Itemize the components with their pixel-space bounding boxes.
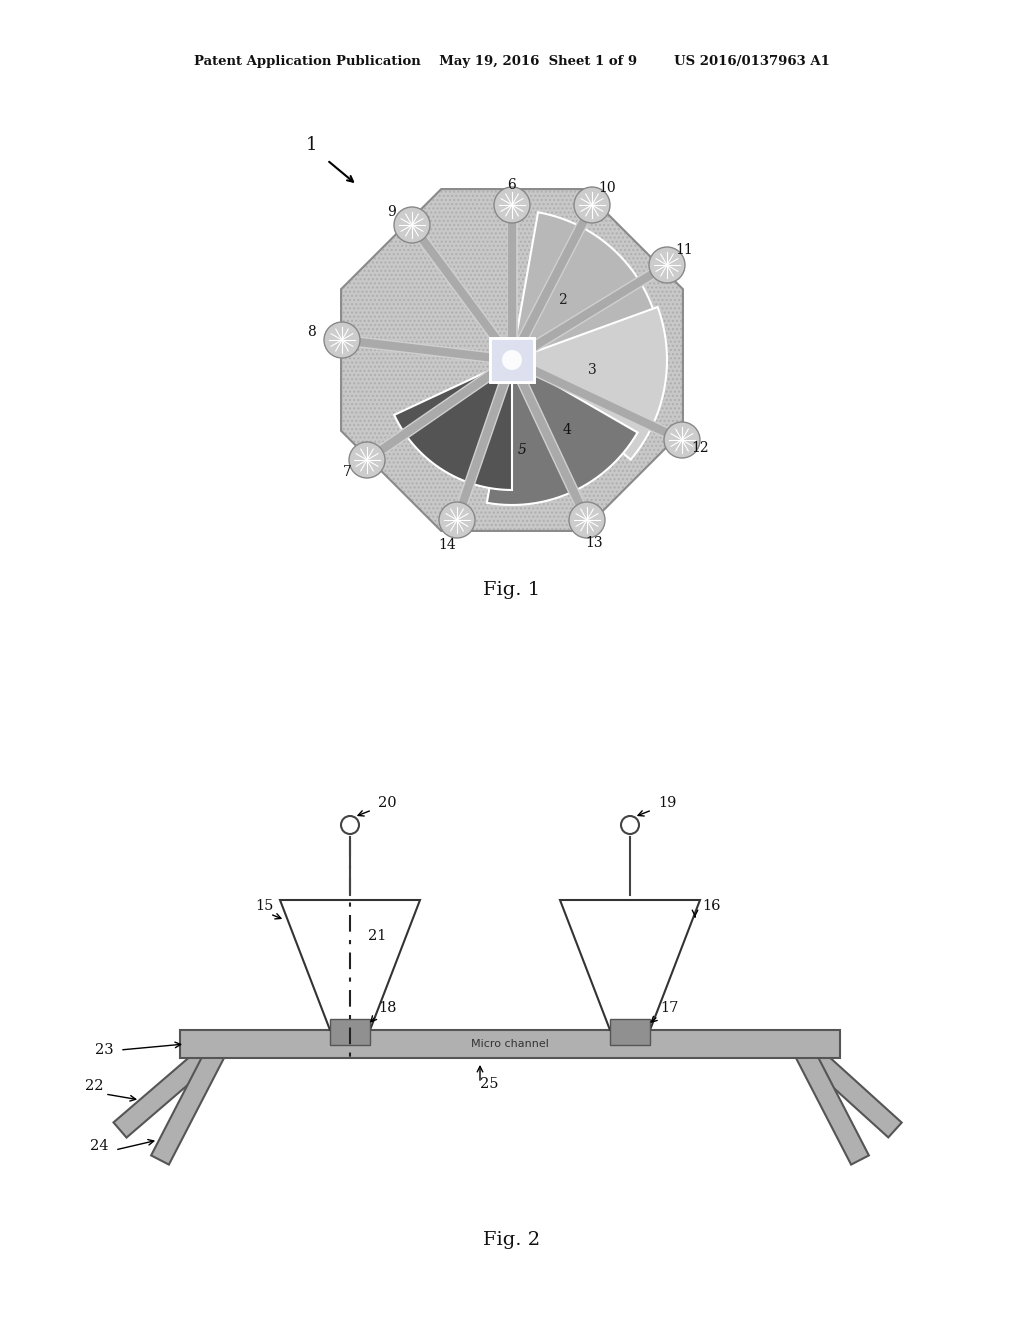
Text: 19: 19 <box>658 796 677 810</box>
Text: 1: 1 <box>306 136 317 154</box>
Text: 5: 5 <box>517 444 526 457</box>
Text: 9: 9 <box>388 205 396 219</box>
Circle shape <box>394 207 430 243</box>
Text: 8: 8 <box>307 325 316 339</box>
Circle shape <box>324 322 360 358</box>
Text: 21: 21 <box>368 929 386 942</box>
Text: 18: 18 <box>378 1001 396 1015</box>
Circle shape <box>502 350 522 370</box>
Circle shape <box>649 247 685 282</box>
Polygon shape <box>341 189 683 531</box>
Polygon shape <box>560 900 700 1030</box>
Circle shape <box>574 187 610 223</box>
Circle shape <box>439 502 475 539</box>
Polygon shape <box>792 1039 869 1164</box>
Text: 23: 23 <box>95 1043 114 1057</box>
Text: Patent Application Publication    May 19, 2016  Sheet 1 of 9        US 2016/0137: Patent Application Publication May 19, 2… <box>195 55 829 69</box>
Text: Fig. 2: Fig. 2 <box>483 1232 541 1249</box>
Text: Micro channel: Micro channel <box>471 1039 549 1049</box>
Bar <box>330 1019 370 1045</box>
Circle shape <box>494 187 530 223</box>
Text: 15: 15 <box>255 899 273 913</box>
Bar <box>490 338 534 381</box>
Text: Fig. 1: Fig. 1 <box>483 581 541 599</box>
Polygon shape <box>528 308 667 459</box>
Polygon shape <box>486 371 638 506</box>
Bar <box>610 1019 650 1045</box>
Text: 16: 16 <box>702 899 721 913</box>
Text: 22: 22 <box>85 1078 103 1093</box>
Circle shape <box>664 422 700 458</box>
Text: 3: 3 <box>588 363 596 378</box>
Polygon shape <box>516 213 659 356</box>
Bar <box>180 1030 840 1059</box>
Circle shape <box>341 816 359 834</box>
Bar <box>490 338 534 381</box>
Circle shape <box>569 502 605 539</box>
Circle shape <box>349 442 385 478</box>
Text: 14: 14 <box>438 539 456 552</box>
Text: 25: 25 <box>480 1077 499 1092</box>
Text: 10: 10 <box>598 181 615 195</box>
Text: 4: 4 <box>562 422 571 437</box>
Circle shape <box>621 816 639 834</box>
Text: 11: 11 <box>675 243 693 257</box>
Text: 13: 13 <box>585 536 603 550</box>
Text: 24: 24 <box>90 1139 109 1152</box>
Polygon shape <box>114 1036 226 1138</box>
Polygon shape <box>794 1036 902 1138</box>
Polygon shape <box>394 370 512 490</box>
Text: 7: 7 <box>343 465 351 479</box>
Polygon shape <box>280 900 420 1030</box>
Text: 17: 17 <box>660 1001 678 1015</box>
Text: 2: 2 <box>558 293 566 308</box>
Text: 20: 20 <box>378 796 396 810</box>
Polygon shape <box>152 1039 229 1164</box>
Text: 12: 12 <box>691 441 709 455</box>
Text: 6: 6 <box>508 178 516 191</box>
